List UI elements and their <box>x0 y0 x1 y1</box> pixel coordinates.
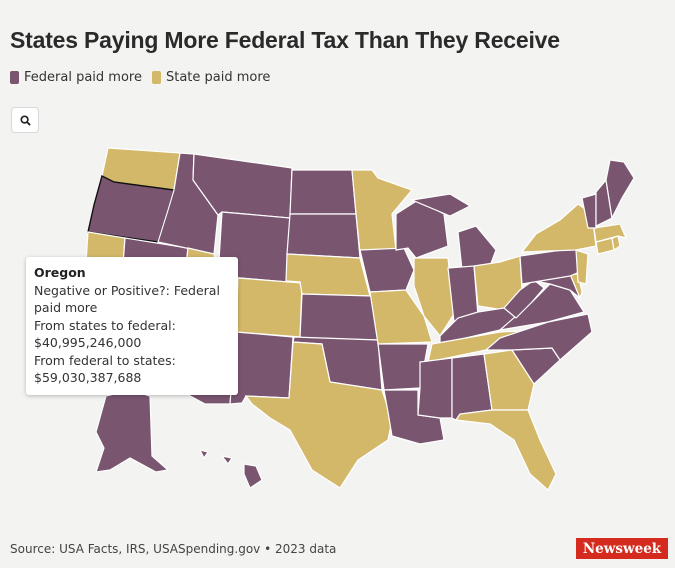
state-FL[interactable] <box>454 409 557 491</box>
state-MS[interactable] <box>417 357 453 419</box>
source-text: Source: USA Facts, IRS, USASpending.gov … <box>10 542 337 556</box>
state-WV[interactable] <box>503 279 545 319</box>
state-NM[interactable] <box>229 331 294 405</box>
state-ME[interactable] <box>605 159 635 220</box>
state-ND[interactable] <box>289 169 357 215</box>
state-IA[interactable] <box>359 247 415 293</box>
state-tooltip: Oregon Negative or Positive?: Federal pa… <box>26 257 238 395</box>
tooltip-state-name: Oregon <box>34 265 86 280</box>
search-button[interactable] <box>11 107 39 133</box>
newsweek-logo[interactable]: Newsweek <box>576 538 668 559</box>
state-MN[interactable] <box>351 169 414 253</box>
legend-label-federal: Federal paid more <box>24 70 142 85</box>
tooltip-from-federal: From federal to states: $59,030,387,688 <box>34 352 176 386</box>
search-icon <box>19 114 31 126</box>
state-SD[interactable] <box>286 213 361 259</box>
page-title: States Paying More Federal Tax Than They… <box>10 27 560 53</box>
state-MA[interactable] <box>593 223 628 243</box>
legend-item-state[interactable]: State paid more <box>151 70 271 85</box>
legend: Federal paid more State paid more <box>10 70 270 85</box>
state-AK[interactable] <box>95 389 170 473</box>
state-CO[interactable] <box>235 277 303 338</box>
state-NC[interactable] <box>484 313 593 361</box>
legend-label-state: State paid more <box>165 70 271 85</box>
state-KS[interactable] <box>299 293 379 341</box>
state-MI[interactable] <box>409 193 497 271</box>
state-VT[interactable] <box>581 193 597 229</box>
state-RI[interactable] <box>611 235 621 252</box>
state-HI[interactable] <box>198 449 263 489</box>
state-NJ[interactable] <box>575 249 589 285</box>
tooltip-to-federal: From states to federal: $40,995,246,000 <box>34 317 176 351</box>
legend-item-federal[interactable]: Federal paid more <box>10 70 142 85</box>
legend-swatch-state <box>151 71 161 84</box>
state-MO[interactable] <box>369 289 433 345</box>
legend-swatch-federal <box>10 71 19 84</box>
tooltip-direction: Negative or Positive?: Federal paid more <box>34 282 220 316</box>
state-LA[interactable] <box>383 389 445 445</box>
